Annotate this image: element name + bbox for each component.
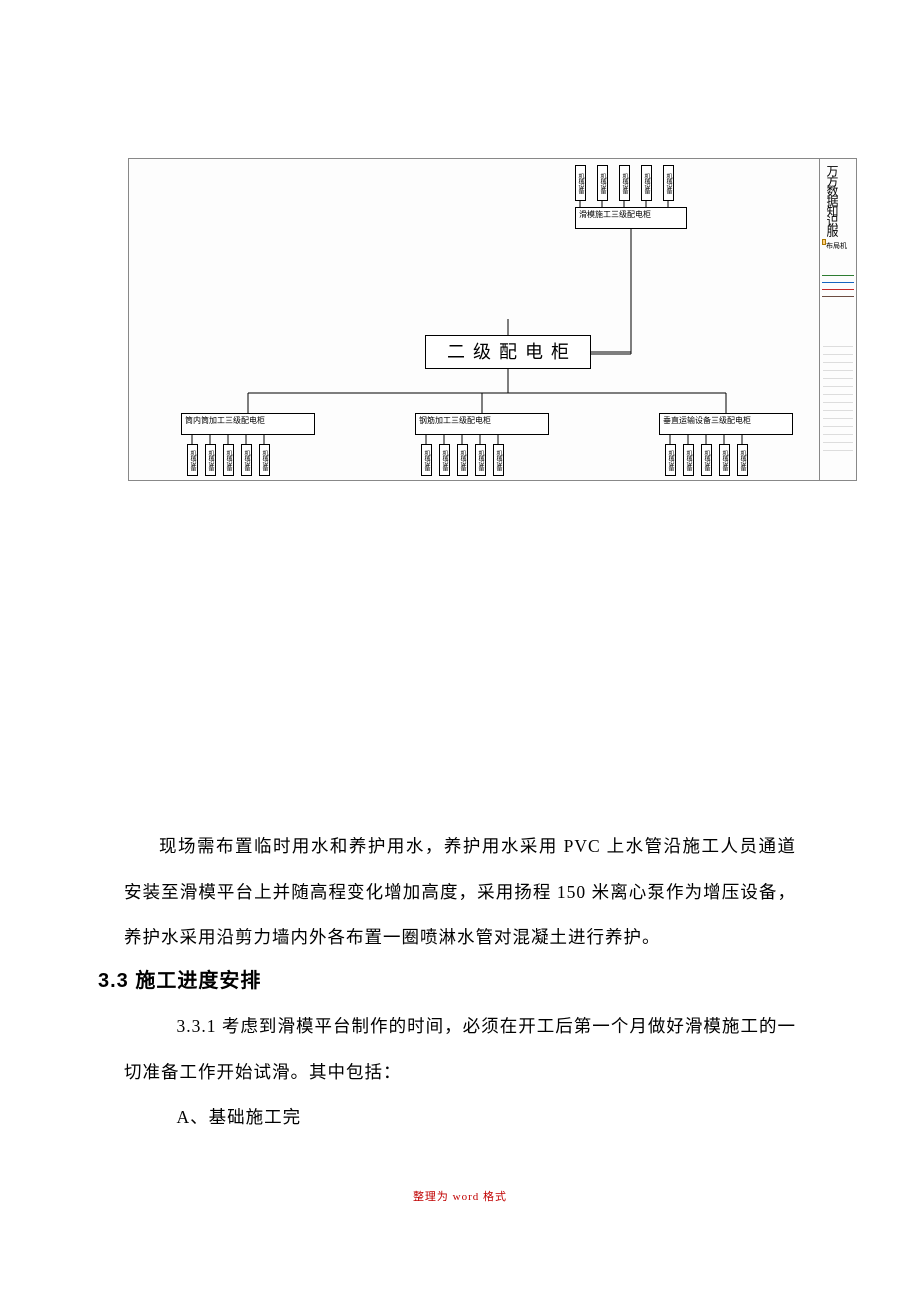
leaf-top-4: 机械设备 <box>663 165 674 201</box>
side-grid-row <box>823 339 853 347</box>
side-strip: 万方数据知识服 布局机 <box>820 158 857 481</box>
side-grid-row <box>823 387 853 395</box>
leaf-top-3: 机械设备 <box>641 165 652 201</box>
side-grid-row <box>823 403 853 411</box>
side-grid-row <box>823 411 853 419</box>
leaf-g0-2: 机械设备 <box>223 444 234 476</box>
side-grid-row <box>823 395 853 403</box>
node-bottom-sub-0: 筒内筒加工三级配电柜 <box>181 413 315 435</box>
side-grid-row <box>823 419 853 427</box>
paragraph-water: 现场需布置临时用水和养护用水，养护用水采用 PVC 上水管沿施工人员通道安装至滑… <box>124 824 796 961</box>
side-small-label: 布局机 <box>826 241 847 251</box>
leaf-g1-4: 机械设备 <box>493 444 504 476</box>
node-bottom-sub-2: 垂直运输设备三级配电柜 <box>659 413 793 435</box>
side-grid-row <box>823 435 853 443</box>
side-color-line <box>822 296 854 297</box>
leaf-g0-1: 机械设备 <box>205 444 216 476</box>
side-grid-row <box>823 443 853 451</box>
side-color-line <box>822 282 854 283</box>
leaf-g2-2: 机械设备 <box>701 444 712 476</box>
side-grid-row <box>823 427 853 435</box>
leaf-g1-0: 机械设备 <box>421 444 432 476</box>
side-grid-row <box>823 363 853 371</box>
node-top-sub: 滑模施工三级配电柜 <box>575 207 687 229</box>
leaf-g1-3: 机械设备 <box>475 444 486 476</box>
side-grid-row <box>823 371 853 379</box>
side-grid <box>823 339 853 451</box>
leaf-g1-1: 机械设备 <box>439 444 450 476</box>
leaf-top-1: 机械设备 <box>597 165 608 201</box>
leaf-g0-0: 机械设备 <box>187 444 198 476</box>
side-vertical-text: 万方数据知识服 <box>824 165 841 235</box>
leaf-top-2: 机械设备 <box>619 165 630 201</box>
leaf-g2-3: 机械设备 <box>719 444 730 476</box>
side-color-lines <box>820 269 856 303</box>
leaf-g2-4: 机械设备 <box>737 444 748 476</box>
paragraph-item-a: A、基础施工完 <box>124 1095 796 1141</box>
leaf-g0-4: 机械设备 <box>259 444 270 476</box>
side-color-line <box>822 289 854 290</box>
side-grid-row <box>823 347 853 355</box>
section-heading-3-3: 3.3 施工进度安排 <box>98 964 261 993</box>
side-color-line <box>822 275 854 276</box>
side-grid-row <box>823 379 853 387</box>
leaf-g2-0: 机械设备 <box>665 444 676 476</box>
diagram-panel: 二级配电柜滑模施工三级配电柜机械设备机械设备机械设备机械设备机械设备筒内筒加工三… <box>128 158 820 481</box>
node-main-panel: 二级配电柜 <box>425 335 591 369</box>
leaf-g0-3: 机械设备 <box>241 444 252 476</box>
leaf-top-0: 机械设备 <box>575 165 586 201</box>
node-bottom-sub-1: 钢筋加工三级配电柜 <box>415 413 549 435</box>
page-footer: 整理为 word 格式 <box>0 1188 920 1204</box>
leaf-g2-1: 机械设备 <box>683 444 694 476</box>
leaf-g1-2: 机械设备 <box>457 444 468 476</box>
paragraph-3-3-1: 3.3.1 考虑到滑模平台制作的时间，必须在开工后第一个月做好滑模施工的一切准备… <box>124 1004 796 1095</box>
side-grid-row <box>823 355 853 363</box>
